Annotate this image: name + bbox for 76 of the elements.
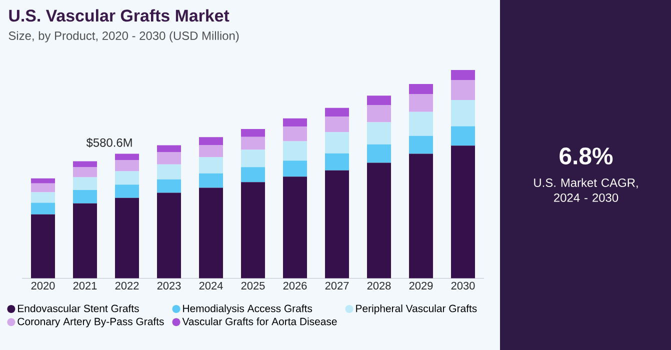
bar <box>325 116 350 132</box>
bar <box>115 198 140 278</box>
bar <box>367 144 392 163</box>
x-tick-label: 2029 <box>409 282 433 290</box>
bar <box>241 136 266 150</box>
text: 6.8% <box>560 148 613 164</box>
chart-title: U.S. Vascular Grafts Market <box>9 9 230 22</box>
bar <box>31 192 56 203</box>
bar <box>115 154 140 160</box>
bar <box>199 173 224 188</box>
bar <box>241 128 266 137</box>
bar <box>367 96 392 105</box>
bar <box>157 145 182 152</box>
bar <box>199 157 224 174</box>
legend-label: Vascular Grafts for Aorta Disease <box>182 318 337 326</box>
legend-label: Coronary Artery By-Pass Grafts <box>18 318 164 328</box>
bar <box>409 154 434 278</box>
bar <box>115 171 140 185</box>
x-tick-label: 2021 <box>73 282 97 290</box>
bar <box>451 100 476 126</box>
bar <box>73 190 98 204</box>
bar <box>73 177 98 190</box>
bar <box>283 160 308 177</box>
x-tick-label: 2025 <box>241 282 265 290</box>
bar <box>241 150 266 168</box>
bar <box>367 122 392 144</box>
legend-label: Endovascular Stent Grafts <box>18 304 139 312</box>
legend-label: Peripheral Vascular Grafts <box>356 304 477 314</box>
bar <box>241 182 266 278</box>
bar <box>199 188 224 278</box>
bar <box>283 176 308 278</box>
bar <box>241 167 266 182</box>
bar <box>73 167 98 178</box>
bar <box>157 152 182 164</box>
bar <box>115 160 140 172</box>
bar <box>451 70 476 80</box>
bar <box>31 214 56 278</box>
bar <box>325 153 350 170</box>
bar <box>73 161 98 168</box>
bar <box>451 80 476 100</box>
chart-subtitle: Size, by Product, 2020 - 2030 (USD Million) <box>8 31 239 42</box>
x-tick-label: 2028 <box>367 282 391 290</box>
legend-label: Hemodialysis Access Grafts <box>183 304 312 314</box>
x-tick-label: 2023 <box>157 282 181 290</box>
bar <box>367 162 392 278</box>
bar <box>31 183 56 192</box>
bar <box>73 203 98 278</box>
x-tick-label: 2024 <box>199 282 223 290</box>
text: U.S. Market CAGR, 2024 - 2030 <box>534 178 638 202</box>
bar <box>367 104 392 122</box>
bar <box>283 141 308 161</box>
bar <box>199 137 224 145</box>
bar <box>325 108 350 116</box>
bar <box>199 144 224 158</box>
x-tick-label: 2022 <box>115 282 139 290</box>
bar <box>115 184 140 198</box>
bar <box>157 179 182 193</box>
bar <box>409 84 434 94</box>
bar <box>31 178 56 184</box>
bar <box>409 94 434 112</box>
annotation: $580.6M <box>86 138 132 148</box>
bar <box>157 192 182 278</box>
bar <box>451 126 476 146</box>
bar <box>157 164 182 180</box>
bar <box>409 112 434 136</box>
x-tick-label: 2020 <box>31 282 55 290</box>
bar <box>283 126 308 142</box>
x-tick-label: 2027 <box>325 282 349 290</box>
bar <box>451 146 476 278</box>
x-tick-label: 2026 <box>283 282 307 290</box>
bar <box>409 136 434 154</box>
bar <box>325 170 350 278</box>
x-tick-label: 2030 <box>451 282 475 290</box>
bar <box>283 118 308 127</box>
bar <box>31 202 56 214</box>
bar <box>325 132 350 154</box>
